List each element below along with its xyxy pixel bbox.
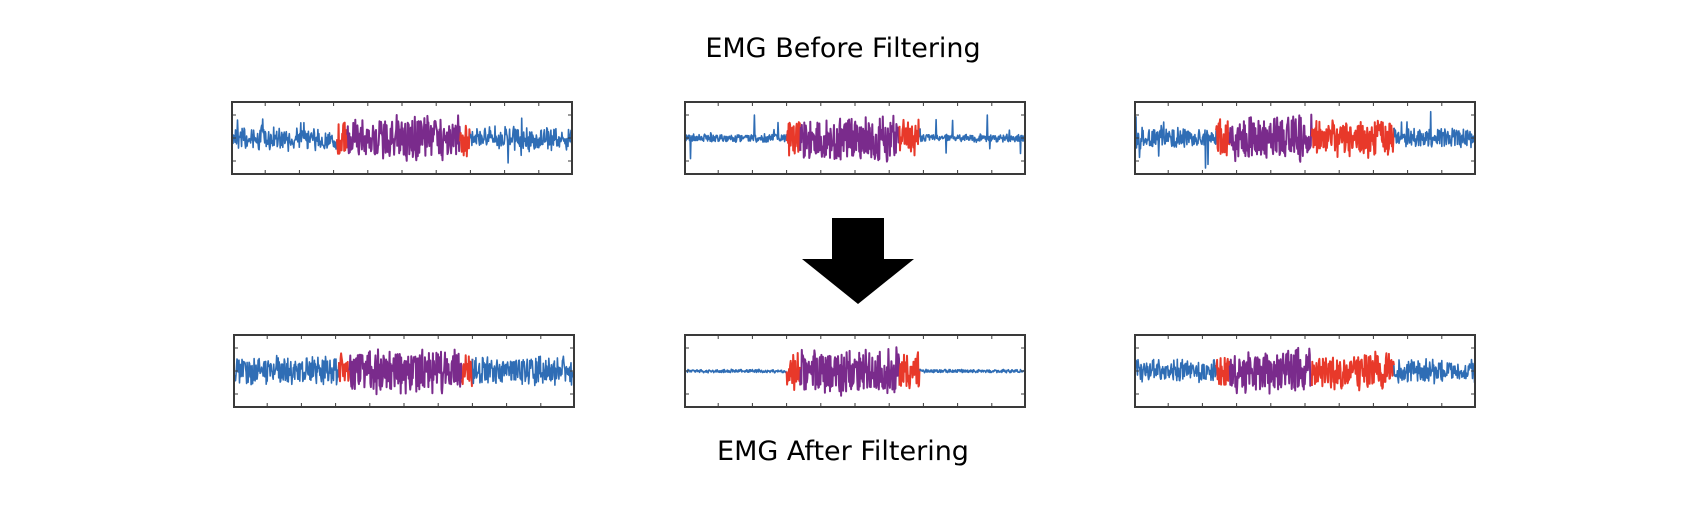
emg-segment-baseline [1134,358,1217,384]
emg-plot-after-3 [1134,334,1476,408]
emg-trace [233,334,575,408]
emg-segment-baseline [233,354,340,386]
emg-segment-baseline [1393,110,1476,149]
emg-segment-baseline [231,118,338,152]
emg-trace [684,101,1026,175]
emg-plot-before-2 [684,101,1026,175]
emg-segment-baseline [919,114,1026,155]
title-after-filtering: EMG After Filtering [717,436,969,467]
emg-segment-baseline [1393,358,1476,385]
emg-plot-after-1 [233,334,575,408]
emg-segment-baseline [1134,116,1217,169]
title-before-filtering: EMG Before Filtering [705,33,981,64]
emg-trace [231,101,573,175]
emg-segment-transition [898,118,921,157]
emg-segment-active [799,114,901,163]
emg-segment-baseline [471,355,575,387]
down-arrow-icon [802,218,914,304]
emg-segment-active [1228,113,1313,163]
emg-segment-baseline [919,368,1026,374]
emg-trace [684,334,1026,408]
emg-trace [1134,101,1476,175]
emg-segment-transition [1310,350,1395,392]
emg-segment-active [348,348,464,396]
emg-plot-before-3 [1134,101,1476,175]
emg-segment-transition [461,354,474,388]
emg-segment-baseline [684,368,787,374]
emg-segment-baseline [469,117,573,164]
emg-segment-transition [785,121,802,157]
emg-segment-transition [338,352,351,383]
emg-segment-active [799,346,901,397]
emg-plot-after-2 [684,334,1026,408]
emg-segment-transition [785,352,802,391]
emg-trace [1134,334,1476,408]
emg-plot-before-1 [231,101,573,175]
emg-segment-active [346,114,462,162]
emg-segment-transition [1310,119,1395,159]
emg-segment-baseline [684,114,788,160]
emg-segment-active [1228,346,1313,395]
emg-segment-transition [898,351,921,390]
emg-segment-transition [1215,356,1231,386]
emg-segment-transition [336,121,349,155]
emg-segment-transition [459,124,472,158]
emg-segment-transition [1215,118,1231,157]
